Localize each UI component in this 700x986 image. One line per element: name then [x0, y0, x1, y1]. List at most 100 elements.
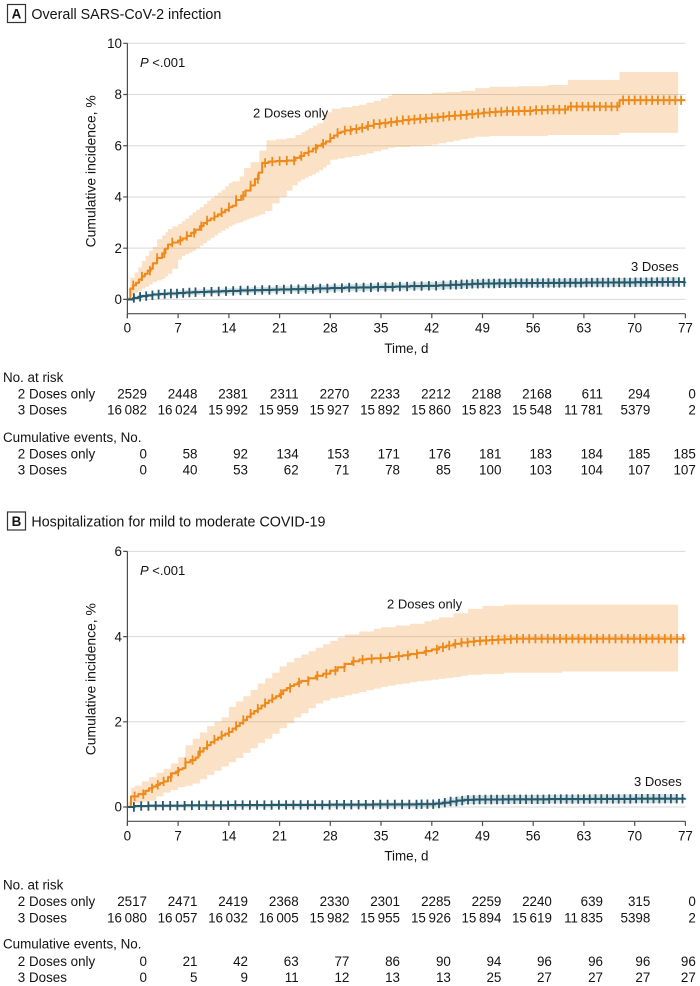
svg-text:62: 62: [284, 463, 299, 478]
svg-text:49: 49: [475, 828, 490, 843]
svg-text:6: 6: [115, 138, 122, 153]
svg-text:2 Doses only: 2 Doses only: [253, 106, 329, 121]
svg-text:Time, d: Time, d: [384, 848, 428, 863]
svg-text:2240: 2240: [522, 894, 552, 909]
svg-text:No. at risk: No. at risk: [3, 370, 64, 385]
svg-text:Hospitalization for mild to mo: Hospitalization for mild to moderate COV…: [31, 514, 325, 530]
svg-text:0: 0: [140, 954, 147, 969]
svg-text:3 Doses: 3 Doses: [18, 910, 67, 925]
svg-text:0: 0: [124, 321, 131, 336]
svg-text:16 005: 16 005: [259, 910, 299, 925]
svg-text:11 835: 11 835: [564, 910, 603, 925]
svg-text:11: 11: [285, 970, 299, 985]
svg-text:15 619: 15 619: [512, 910, 552, 925]
svg-text:63: 63: [284, 954, 299, 969]
svg-text:4: 4: [115, 629, 123, 644]
svg-text:96: 96: [588, 954, 603, 969]
svg-text:21: 21: [272, 321, 287, 336]
svg-text:2188: 2188: [472, 387, 502, 402]
svg-text:2: 2: [688, 403, 695, 418]
svg-text:134: 134: [276, 447, 299, 462]
svg-text:77: 77: [334, 954, 349, 969]
svg-text:35: 35: [374, 321, 389, 336]
svg-text:27: 27: [588, 970, 603, 985]
svg-text:2330: 2330: [320, 894, 350, 909]
svg-text:2 Doses only: 2 Doses only: [18, 954, 96, 969]
svg-text:2: 2: [688, 910, 695, 925]
svg-text:185: 185: [673, 447, 695, 462]
svg-text:40: 40: [183, 463, 198, 478]
svg-text:35: 35: [374, 828, 389, 843]
svg-text:9: 9: [241, 970, 248, 985]
svg-text:15 926: 15 926: [411, 910, 451, 925]
svg-text:3 Doses: 3 Doses: [631, 259, 679, 274]
svg-text:2419: 2419: [218, 894, 248, 909]
svg-text:P <.001: P <.001: [140, 55, 185, 70]
svg-text:7: 7: [174, 828, 181, 843]
svg-text:13: 13: [385, 970, 400, 985]
svg-text:92: 92: [233, 447, 248, 462]
svg-text:184: 184: [581, 447, 604, 462]
svg-text:107: 107: [628, 463, 650, 478]
svg-text:176: 176: [429, 447, 451, 462]
svg-text:28: 28: [323, 828, 338, 843]
svg-text:2212: 2212: [421, 387, 451, 402]
svg-text:85: 85: [436, 463, 451, 478]
svg-text:2 Doses only: 2 Doses only: [18, 447, 96, 462]
svg-text:P <.001: P <.001: [140, 563, 185, 578]
svg-text:15 927: 15 927: [309, 403, 349, 418]
svg-text:7: 7: [174, 321, 181, 336]
svg-text:70: 70: [627, 828, 642, 843]
svg-text:2471: 2471: [168, 894, 198, 909]
svg-text:2368: 2368: [269, 894, 299, 909]
svg-text:42: 42: [424, 321, 439, 336]
svg-text:Overall SARS-CoV-2 infection: Overall SARS-CoV-2 infection: [31, 7, 221, 23]
svg-text:181: 181: [479, 447, 501, 462]
svg-text:2301: 2301: [370, 894, 400, 909]
svg-text:15 992: 15 992: [208, 403, 248, 418]
svg-text:Cumulative events, No.: Cumulative events, No.: [3, 937, 141, 952]
svg-text:21: 21: [272, 828, 287, 843]
svg-text:2448: 2448: [168, 387, 198, 402]
svg-text:A: A: [12, 7, 22, 22]
svg-text:90: 90: [436, 954, 451, 969]
svg-text:2285: 2285: [421, 894, 451, 909]
svg-text:71: 71: [334, 463, 349, 478]
svg-text:185: 185: [628, 447, 650, 462]
svg-text:611: 611: [582, 387, 603, 402]
svg-text:0: 0: [124, 828, 131, 843]
svg-text:Cumulative events, No.: Cumulative events, No.: [3, 430, 141, 445]
svg-text:2 Doses only: 2 Doses only: [18, 894, 96, 909]
svg-text:0: 0: [115, 800, 122, 815]
svg-text:2381: 2381: [218, 387, 248, 402]
svg-text:Cumulative incidence, %: Cumulative incidence, %: [83, 95, 99, 247]
svg-text:2: 2: [115, 241, 122, 256]
svg-text:6: 6: [115, 544, 122, 559]
svg-text:15 894: 15 894: [461, 910, 501, 925]
svg-text:B: B: [12, 514, 22, 529]
svg-text:0: 0: [140, 970, 147, 985]
svg-text:27: 27: [681, 970, 696, 985]
svg-text:14: 14: [221, 321, 236, 336]
svg-text:No. at risk: No. at risk: [3, 878, 64, 893]
svg-text:86: 86: [385, 954, 400, 969]
svg-text:2168: 2168: [522, 387, 552, 402]
svg-text:15 823: 15 823: [461, 403, 501, 418]
svg-text:Time, d: Time, d: [384, 341, 428, 356]
svg-text:2311: 2311: [270, 387, 299, 402]
svg-text:0: 0: [688, 387, 695, 402]
svg-text:10: 10: [107, 36, 122, 51]
svg-text:171: 171: [378, 447, 400, 462]
svg-text:13: 13: [436, 970, 451, 985]
svg-text:2233: 2233: [370, 387, 400, 402]
svg-text:315: 315: [628, 894, 650, 909]
svg-text:3 Doses: 3 Doses: [634, 774, 682, 789]
svg-text:77: 77: [678, 321, 693, 336]
svg-text:28: 28: [323, 321, 338, 336]
svg-text:5398: 5398: [621, 910, 651, 925]
svg-text:2 Doses only: 2 Doses only: [18, 387, 96, 402]
svg-text:0: 0: [140, 447, 147, 462]
svg-text:27: 27: [537, 970, 552, 985]
svg-text:27: 27: [635, 970, 650, 985]
svg-text:96: 96: [537, 954, 552, 969]
